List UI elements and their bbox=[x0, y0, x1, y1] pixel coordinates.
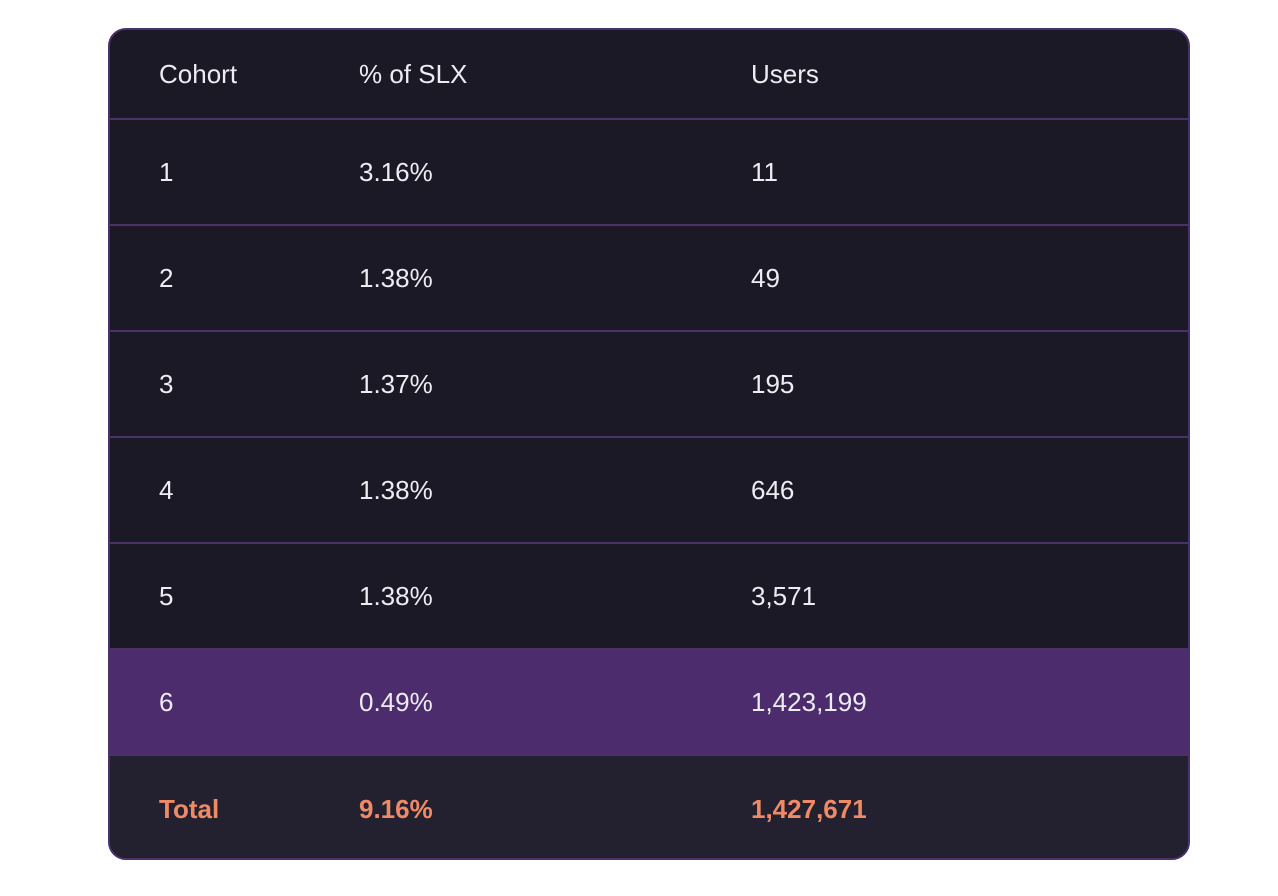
users-cell: 49 bbox=[751, 262, 780, 293]
percent-cell: 1.38% bbox=[359, 262, 433, 293]
total-label: Total bbox=[159, 793, 220, 824]
cohort-cell: 4 bbox=[159, 474, 174, 505]
header-users: Users bbox=[751, 58, 819, 89]
users-cell: 646 bbox=[751, 474, 795, 505]
header-cohort: Cohort bbox=[159, 58, 238, 89]
table-row: 4 1.38% 646 bbox=[110, 438, 1188, 544]
percent-cell: 0.49% bbox=[359, 686, 433, 717]
total-percent: 9.16% bbox=[359, 793, 433, 824]
table-row: 3 1.37% 195 bbox=[110, 332, 1188, 438]
users-cell: 11 bbox=[751, 156, 778, 187]
percent-cell: 1.38% bbox=[359, 474, 433, 505]
percent-cell: 1.38% bbox=[359, 580, 433, 611]
cohort-cell: 3 bbox=[159, 368, 174, 399]
cohort-cell: 5 bbox=[159, 580, 174, 611]
cohort-cell: 2 bbox=[159, 262, 174, 293]
users-cell: 195 bbox=[751, 368, 795, 399]
users-cell: 1,423,199 bbox=[751, 686, 867, 717]
table-total-row: Total 9.16% 1,427,671 bbox=[110, 756, 1188, 858]
header-percent-of-slx: % of SLX bbox=[359, 58, 468, 89]
table-row: 2 1.38% 49 bbox=[110, 226, 1188, 332]
cohort-table: Cohort % of SLX Users 1 3.16% 11 2 1.38%… bbox=[108, 28, 1190, 860]
table-header-row: Cohort % of SLX Users bbox=[110, 30, 1188, 120]
cohort-cell: 6 bbox=[159, 686, 174, 717]
table-row-highlighted: 6 0.49% 1,423,199 bbox=[110, 650, 1188, 756]
cohort-cell: 1 bbox=[159, 156, 174, 187]
percent-cell: 1.37% bbox=[359, 368, 433, 399]
table-row: 5 1.38% 3,571 bbox=[110, 544, 1188, 650]
table-row: 1 3.16% 11 bbox=[110, 120, 1188, 226]
percent-cell: 3.16% bbox=[359, 156, 433, 187]
total-users: 1,427,671 bbox=[751, 793, 867, 824]
users-cell: 3,571 bbox=[751, 580, 817, 611]
